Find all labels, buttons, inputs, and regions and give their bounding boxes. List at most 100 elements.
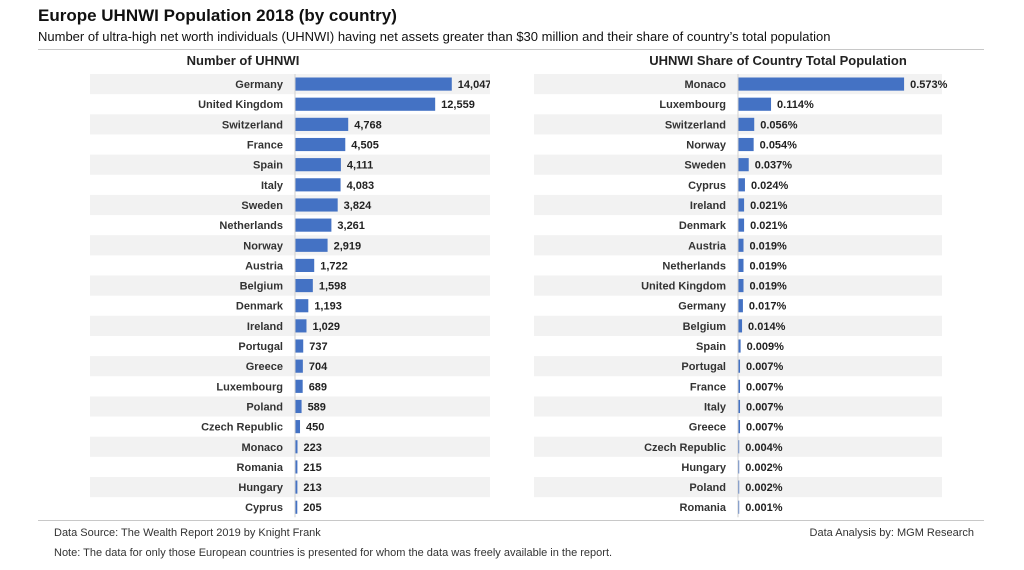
data-bar — [738, 460, 740, 474]
row-stripe — [90, 315, 490, 336]
chart-title: Number of UHNWI — [187, 53, 300, 68]
data-bar — [295, 319, 307, 333]
category-label: Romania — [237, 462, 284, 474]
data-bar — [738, 258, 744, 272]
data-label: 1,722 — [320, 260, 348, 272]
category-label: Austria — [688, 240, 727, 252]
data-label: 1,029 — [312, 321, 340, 333]
data-bar — [738, 97, 772, 111]
data-label: 0.007% — [746, 422, 784, 434]
data-label: 0.024% — [751, 180, 789, 192]
category-label: Poland — [689, 482, 726, 494]
data-label: 4,768 — [354, 119, 382, 131]
category-label: Cyprus — [688, 180, 726, 192]
data-bar — [738, 420, 741, 434]
data-bar — [738, 339, 741, 353]
category-label: Denmark — [236, 301, 284, 313]
category-label: Ireland — [247, 321, 283, 333]
data-label: 0.002% — [745, 462, 783, 474]
data-label: 205 — [303, 502, 321, 514]
category-label: Denmark — [679, 220, 727, 232]
data-label: 4,083 — [347, 180, 375, 192]
category-label: Czech Republic — [644, 442, 726, 454]
category-label: Spain — [253, 160, 283, 172]
data-label: 0.004% — [745, 442, 783, 454]
category-label: Greece — [246, 361, 283, 373]
data-bar — [295, 178, 341, 192]
data-bar — [295, 238, 328, 252]
data-label: 0.573% — [910, 79, 948, 91]
data-bar — [295, 359, 303, 373]
data-bar — [295, 97, 436, 111]
data-label: 0.021% — [750, 220, 788, 232]
data-bar — [295, 420, 301, 434]
data-bar — [738, 440, 740, 454]
data-bar — [295, 379, 303, 393]
data-bar — [295, 279, 313, 293]
row-stripe — [90, 235, 490, 256]
data-label: 737 — [309, 341, 327, 353]
data-label: 0.054% — [760, 140, 798, 152]
data-label: 689 — [309, 381, 327, 393]
data-bar — [738, 299, 743, 313]
category-label: Hungary — [238, 482, 284, 494]
data-label: 3,824 — [344, 200, 372, 212]
row-stripe — [90, 436, 490, 457]
data-bar — [738, 399, 741, 414]
data-bar — [738, 218, 745, 232]
page-subtitle: Number of ultra-high net worth individua… — [38, 29, 831, 44]
data-bar — [295, 480, 298, 494]
data-label: 0.114% — [777, 99, 814, 111]
category-label: Netherlands — [662, 260, 726, 272]
row-stripe — [90, 194, 490, 216]
category-label: Sweden — [684, 160, 726, 172]
data-bar — [295, 460, 298, 474]
row-stripe — [90, 356, 490, 377]
category-label: Austria — [245, 260, 284, 272]
data-label: 4,505 — [351, 140, 379, 152]
row-stripe — [90, 154, 490, 175]
category-label: France — [690, 381, 726, 393]
data-bar — [738, 500, 740, 514]
data-bar — [295, 399, 302, 414]
category-label: Romania — [680, 502, 727, 514]
category-label: Monaco — [684, 79, 726, 91]
data-bar — [738, 117, 755, 131]
data-label: 0.017% — [749, 301, 787, 313]
uhnwi-share-chart: UHNWI Share of Country Total Population M… — [534, 52, 984, 518]
data-bar — [295, 137, 346, 152]
data-label: 0.009% — [747, 341, 785, 353]
data-label: 0.019% — [750, 260, 788, 272]
category-label: Norway — [243, 240, 284, 252]
data-label: 0.019% — [750, 281, 788, 293]
category-label: Italy — [261, 180, 284, 192]
footer-divider — [38, 520, 984, 521]
category-label: Czech Republic — [201, 422, 283, 434]
data-label: 3,261 — [337, 220, 365, 232]
data-label: 213 — [303, 482, 321, 494]
chart-title: UHNWI Share of Country Total Population — [649, 53, 907, 68]
data-bar — [738, 178, 745, 192]
data-label: 0.014% — [748, 321, 786, 333]
row-stripe — [90, 275, 490, 296]
data-label: 2,919 — [334, 240, 362, 252]
data-bar — [295, 299, 309, 313]
data-label: 0.056% — [760, 119, 798, 131]
data-label: 1,598 — [319, 281, 347, 293]
category-label: Poland — [246, 401, 283, 413]
row-stripe — [90, 396, 490, 417]
data-label: 589 — [308, 401, 326, 413]
data-bar — [738, 480, 740, 494]
data-label: 0.019% — [750, 240, 788, 252]
data-bar — [738, 379, 741, 393]
data-bar — [295, 198, 338, 212]
footnote: Note: The data for only those European c… — [54, 547, 613, 559]
data-bar — [738, 238, 744, 252]
data-analysis-credit: Data Analysis by: MGM Research — [809, 527, 974, 539]
category-label: Switzerland — [222, 119, 283, 131]
data-bar — [738, 77, 905, 91]
data-bar — [295, 258, 315, 272]
page-title: Europe UHNWI Population 2018 (by country… — [38, 6, 397, 25]
category-label: Greece — [689, 422, 726, 434]
data-bar — [295, 218, 332, 232]
